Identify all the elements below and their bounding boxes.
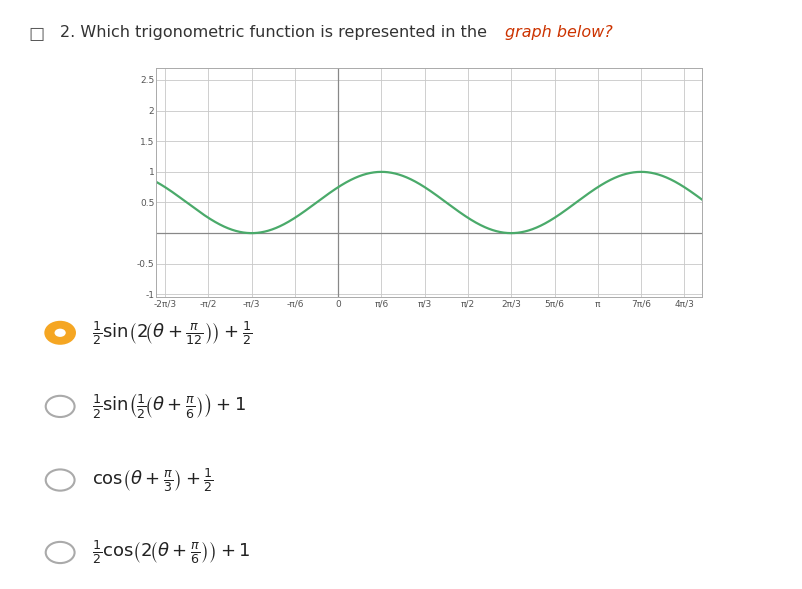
Text: graph below?: graph below? xyxy=(505,25,613,39)
Text: $\cos\!\left(\theta+\frac{\pi}{3}\right)+\frac{1}{2}$: $\cos\!\left(\theta+\frac{\pi}{3}\right)… xyxy=(92,466,214,494)
Text: $\frac{1}{2}\sin\!\left(2\!\left(\theta+\frac{\pi}{12}\right)\right)+\frac{1}{2}: $\frac{1}{2}\sin\!\left(2\!\left(\theta+… xyxy=(92,319,253,347)
Text: 2. Which trigonometric function is represented in the: 2. Which trigonometric function is repre… xyxy=(60,25,492,39)
Text: $\frac{1}{2}\cos\!\left(2\!\left(\theta+\frac{\pi}{6}\right)\right)+1$: $\frac{1}{2}\cos\!\left(2\!\left(\theta+… xyxy=(92,538,250,567)
Text: ☐: ☐ xyxy=(28,27,44,45)
Text: $\frac{1}{2}\sin\!\left(\frac{1}{2}\!\left(\theta+\frac{\pi}{6}\right)\right)+1$: $\frac{1}{2}\sin\!\left(\frac{1}{2}\!\le… xyxy=(92,392,246,421)
